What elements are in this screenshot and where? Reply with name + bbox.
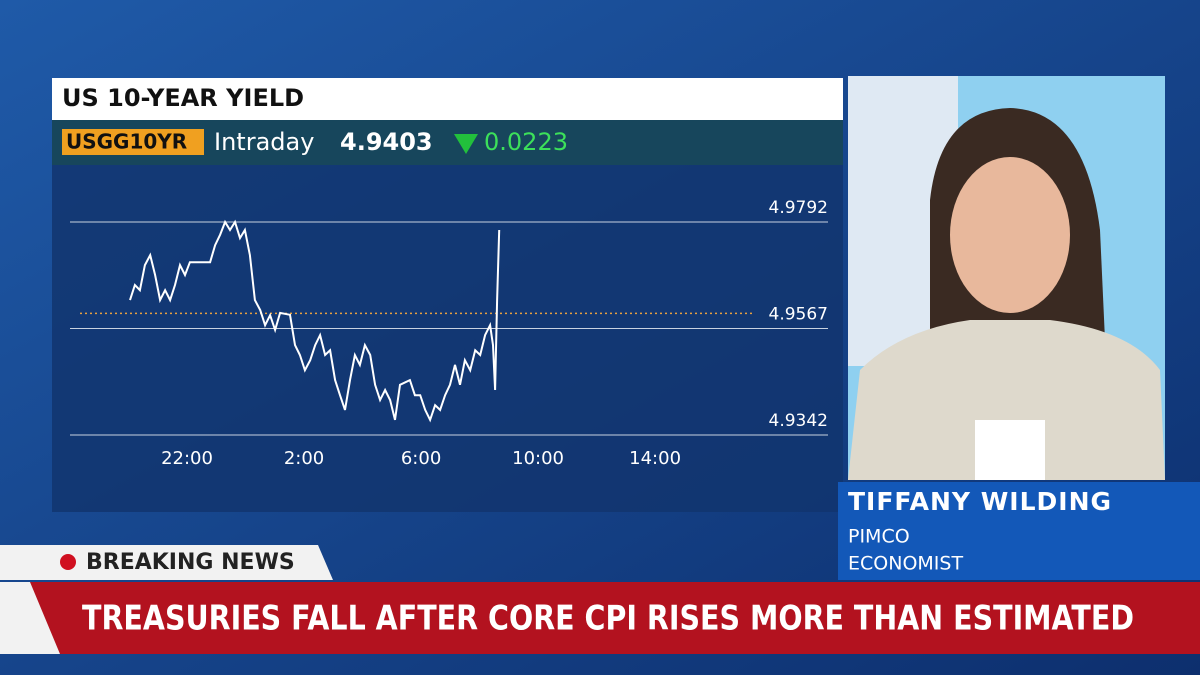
y-tick-label: 4.9792: [769, 198, 828, 218]
yield-line: [129, 219, 501, 423]
headline-bar: [30, 582, 1200, 654]
live-dot: [60, 554, 76, 570]
title-bar: [52, 78, 843, 120]
name-panel: [838, 482, 1200, 580]
guest-org: PIMCO: [848, 526, 910, 548]
x-tick-label: 22:00: [161, 448, 213, 469]
breaking-label: BREAKING NEWS: [86, 550, 295, 575]
down-arrow: [454, 134, 478, 154]
y-tick-label: 4.9567: [769, 305, 828, 325]
headline: TREASURIES FALL AFTER CORE CPI RISES MOR…: [82, 599, 1134, 639]
x-tick-label: 6:00: [401, 448, 441, 469]
face: [950, 157, 1070, 313]
x-tick-label: 2:00: [284, 448, 324, 469]
x-tick-label: 14:00: [629, 448, 681, 469]
jacket: [848, 320, 1165, 480]
chart-title: US 10-YEAR YIELD: [62, 84, 304, 112]
symbol-box: [62, 129, 204, 155]
ticker-change: 0.0223: [484, 128, 568, 156]
x-tick-label: 10:00: [512, 448, 564, 469]
guest-name: TIFFANY WILDING: [848, 487, 1112, 516]
y-tick-label: 4.9342: [769, 411, 828, 431]
guest-role: ECONOMIST: [848, 553, 963, 575]
ticker-period: Intraday: [214, 128, 314, 156]
shirt: [975, 420, 1045, 480]
ticker-last: 4.9403: [340, 128, 433, 156]
chart-panel: [52, 165, 843, 512]
breaking-tab: [0, 545, 333, 580]
ticker-symbol: USGG10YR: [66, 130, 187, 154]
